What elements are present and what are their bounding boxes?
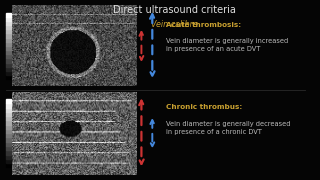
Bar bbox=[6, 58, 11, 62]
Text: Vein diameter is generally increased
in presence of an acute DVT: Vein diameter is generally increased in … bbox=[166, 38, 289, 52]
Bar bbox=[6, 116, 11, 120]
Text: Vein diameter is generally decreased
in presence of a chronic DVT: Vein diameter is generally decreased in … bbox=[166, 121, 291, 135]
Bar bbox=[6, 138, 11, 142]
Bar bbox=[6, 155, 11, 159]
Bar bbox=[6, 163, 11, 167]
Bar bbox=[6, 71, 11, 75]
Bar bbox=[6, 108, 11, 112]
Bar bbox=[6, 75, 11, 79]
Bar bbox=[6, 17, 11, 21]
Text: Chronic thrombus:: Chronic thrombus: bbox=[166, 104, 243, 110]
Bar bbox=[6, 63, 11, 67]
Bar bbox=[6, 146, 11, 150]
Bar bbox=[6, 103, 11, 108]
Bar bbox=[6, 50, 11, 54]
Bar bbox=[6, 25, 11, 29]
Bar bbox=[6, 21, 11, 25]
Bar bbox=[6, 54, 11, 58]
Bar bbox=[6, 13, 11, 17]
Bar bbox=[6, 99, 11, 103]
Bar bbox=[6, 142, 11, 146]
Bar bbox=[6, 159, 11, 163]
Bar bbox=[6, 150, 11, 155]
Bar bbox=[6, 112, 11, 116]
Bar bbox=[6, 129, 11, 133]
Bar bbox=[6, 67, 11, 71]
Bar bbox=[6, 125, 11, 129]
Bar bbox=[6, 46, 11, 50]
Text: Acute thrombosis:: Acute thrombosis: bbox=[166, 22, 241, 28]
Bar bbox=[6, 38, 11, 42]
Bar bbox=[6, 33, 11, 38]
Bar bbox=[6, 133, 11, 138]
Bar bbox=[6, 120, 11, 125]
Bar bbox=[6, 42, 11, 46]
Bar bbox=[6, 29, 11, 33]
Text: Direct ultrasound criteria: Direct ultrasound criteria bbox=[113, 5, 236, 15]
Text: Vein calibre: Vein calibre bbox=[151, 20, 197, 29]
